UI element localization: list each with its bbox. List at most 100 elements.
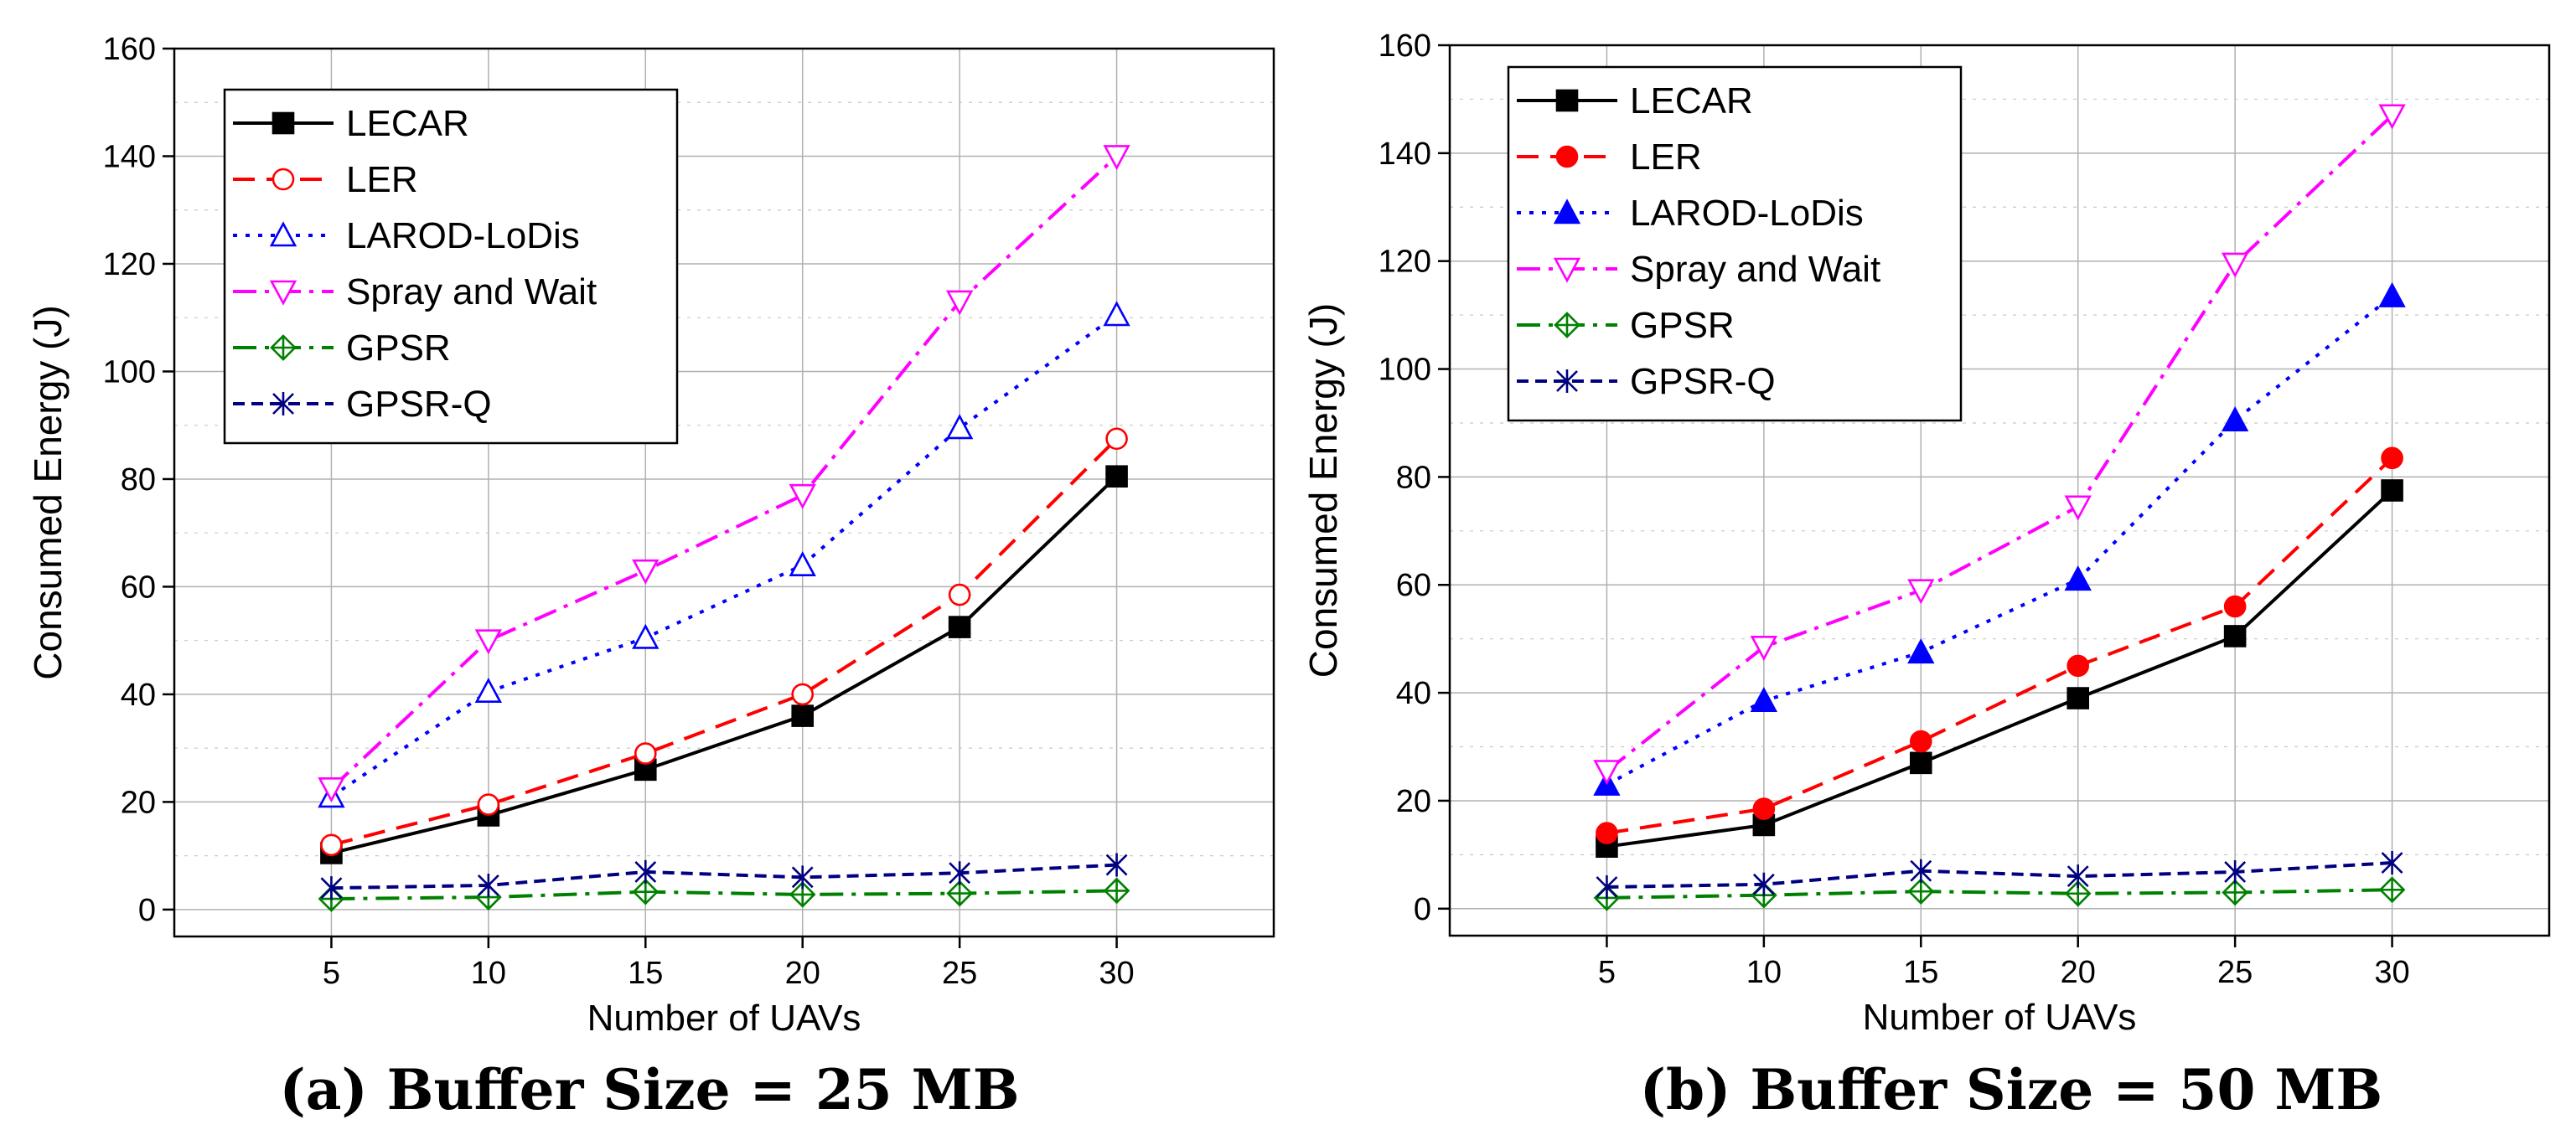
data-point [1105, 853, 1128, 877]
legend-label: GPSR [1630, 305, 1735, 346]
data-point [632, 559, 660, 585]
data-point [1907, 638, 1935, 664]
data-point [945, 414, 974, 440]
x-tick-label: 20 [2061, 955, 2096, 990]
x-tick-label: 25 [2217, 955, 2253, 990]
data-point [1909, 730, 1932, 753]
y-tick-label: 20 [121, 785, 156, 820]
data-point [1907, 579, 1935, 605]
series-ler [320, 427, 1128, 857]
legend: LECAR LER LAROD-LoDis Spray and Wait GPSR GPS… [1507, 65, 1963, 422]
data-point [1103, 301, 1130, 327]
data-point [2066, 687, 2090, 709]
data-point [474, 629, 503, 655]
x-axis-label: Number of UAVs [587, 998, 861, 1039]
legend-marker [269, 221, 297, 247]
series-ler [1596, 446, 2403, 844]
data-point [1752, 797, 1776, 820]
data-point [1105, 465, 1128, 488]
data-point [946, 880, 973, 907]
data-point [2064, 565, 2092, 591]
data-point [632, 878, 660, 905]
series-larod-lodis [1593, 281, 2406, 796]
legend-box [223, 88, 679, 445]
data-point [320, 833, 343, 857]
series-spray-and-wait [1593, 104, 2406, 786]
y-tick-label: 40 [121, 678, 156, 713]
y-tick-label: 80 [121, 462, 156, 498]
y-tick-label: 80 [1396, 460, 1431, 495]
legend-label: LAROD-LoDis [1630, 193, 1864, 234]
y-axis-label: Consumed Energy (J) [1301, 303, 1345, 678]
data-point [945, 290, 974, 316]
data-point [1105, 427, 1128, 451]
x-tick-label: 15 [1903, 955, 1938, 990]
legend-label: GPSR-Q [1630, 361, 1776, 402]
series-line [330, 313, 1118, 798]
y-tick-label: 120 [103, 247, 156, 282]
series-gpsr-q [320, 853, 1128, 900]
legend-label: LECAR [1630, 80, 1753, 121]
data-point [1596, 822, 1618, 844]
series-gpsr [1593, 876, 2406, 911]
data-point [2223, 625, 2247, 647]
data-point [2224, 859, 2247, 884]
data-point [2378, 104, 2406, 130]
y-tick-label: 20 [1396, 784, 1431, 819]
data-point [1909, 751, 1932, 775]
data-point [634, 859, 657, 884]
data-point [789, 550, 816, 577]
y-tick-label: 100 [103, 354, 156, 390]
legend-label: LER [1630, 137, 1702, 178]
data-point [318, 777, 345, 803]
data-point [1750, 687, 1778, 713]
chart-a: 5 10 15 20 25 30 0 20 40 60 80 100 120 140 160 Number o… [26, 32, 1275, 1039]
caption-a: (a) Buffer Size = 25 MB [279, 1057, 1020, 1122]
series-line [1606, 114, 2393, 773]
x-tick-label: 15 [628, 956, 663, 991]
y-tick-label: 140 [1379, 137, 1431, 172]
data-point [1593, 760, 1621, 786]
series-lecar [1596, 479, 2403, 859]
data-point [949, 861, 971, 885]
series-larod-lodis [318, 301, 1130, 808]
data-point [632, 623, 660, 649]
data-point [634, 742, 657, 765]
series-line [330, 155, 1118, 790]
series-gpsr-q [1596, 851, 2403, 900]
chart-b: 5 10 15 20 25 30 0 20 40 60 80 100 120 140 160 Number o… [1301, 28, 2551, 1038]
data-point [2381, 479, 2403, 502]
data-point [791, 865, 814, 890]
x-tick-label: 20 [785, 956, 820, 991]
legend-label: LAROD-LoDis [346, 215, 580, 256]
x-tick-label: 30 [2374, 955, 2409, 990]
legend-marker [1555, 145, 1579, 168]
data-point [2064, 880, 2092, 907]
legend-marker [270, 334, 297, 361]
data-point [2064, 495, 2092, 521]
data-point [1596, 875, 1618, 900]
legend-marker [1555, 89, 1579, 112]
x-axis-label: Number of UAVs [1863, 997, 2137, 1038]
data-point [2381, 446, 2403, 470]
y-tick-label: 60 [121, 570, 156, 605]
y-tick-label: 0 [1414, 892, 1431, 927]
y-axis-label: Consumed Energy (J) [26, 305, 70, 679]
series-line [1606, 489, 2393, 849]
data-point [1103, 877, 1130, 905]
data-point [2066, 864, 2089, 889]
y-tick-label: 100 [1379, 353, 1431, 388]
data-point [1752, 872, 1775, 896]
legend-marker [269, 280, 297, 306]
x-tick-label: 30 [1099, 956, 1134, 991]
y-tick-label: 0 [138, 893, 156, 928]
data-point [1103, 145, 1130, 171]
x-tick-label: 5 [1598, 955, 1616, 990]
y-tick-label: 140 [103, 139, 156, 174]
legend-label: Spray and Wait [346, 271, 597, 312]
series-line [330, 437, 1118, 847]
legend-marker [1553, 199, 1581, 224]
x-tick-label: 10 [471, 956, 506, 991]
data-point [1907, 878, 1935, 905]
